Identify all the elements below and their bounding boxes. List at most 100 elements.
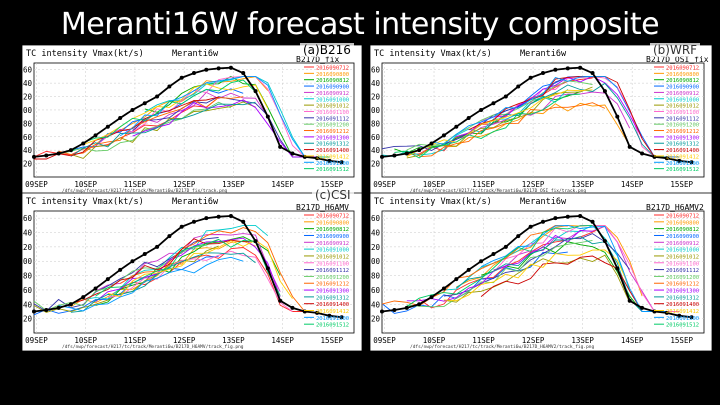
observed-point	[265, 114, 270, 119]
y-tick-label: 80	[23, 272, 33, 281]
legend-label: 2016090712	[666, 66, 699, 72]
legend-label: 2016091500	[316, 316, 349, 322]
observed-point	[404, 151, 409, 156]
forecast-series-line	[70, 101, 256, 157]
observed-point	[441, 286, 446, 291]
forecast-series-line	[70, 252, 256, 313]
legend-label: 2016091400	[666, 148, 699, 154]
legend-label: 2016090712	[666, 214, 699, 220]
observed-point	[602, 239, 607, 244]
observed-point	[380, 309, 384, 314]
observed-point	[56, 151, 61, 156]
legend-label: 2016091412	[316, 154, 349, 160]
observed-point	[590, 219, 595, 224]
legend-label: 2016091212	[316, 282, 349, 288]
observed-point	[578, 65, 583, 70]
observed-point	[689, 315, 694, 320]
observed-point	[664, 156, 669, 161]
observed-point	[454, 124, 459, 129]
observed-point	[404, 305, 409, 310]
x-tick-label: 13SEP	[222, 180, 245, 189]
y-tick-label: 80	[23, 119, 33, 128]
observed-point	[602, 89, 607, 94]
legend-label: 2016090812	[666, 78, 699, 84]
y-tick-label: 160	[366, 66, 380, 75]
x-tick-label: 13SEP	[571, 336, 594, 345]
forecast-series-line	[443, 254, 631, 303]
intensity-panel-1: TC intensity Vmax(kt/s) Meranti6w B217D_OS…	[366, 44, 713, 196]
x-tick-label: 10SEP	[74, 336, 97, 345]
forecast-series-line	[34, 96, 219, 160]
forecast-series-line	[70, 79, 256, 153]
observed-point	[32, 154, 36, 159]
observed-point	[565, 214, 570, 219]
observed-point	[417, 302, 422, 307]
legend-label: 2016091400	[316, 148, 349, 154]
panel-footer-path: /dfs/nwp/forecast/H217/tc/track/Meranti6…	[62, 188, 228, 194]
panel-background	[369, 192, 713, 352]
legend-label: 2016091512	[316, 323, 349, 329]
observed-point	[590, 71, 595, 76]
observed-point	[44, 153, 49, 158]
observed-point	[216, 66, 221, 71]
panel-background	[21, 44, 363, 196]
x-tick-label: 11SEP	[472, 336, 495, 345]
observed-point	[228, 65, 233, 70]
y-tick-label: 120	[366, 93, 380, 102]
y-tick-label: 100	[366, 257, 380, 266]
legend-label: 2016091312	[316, 142, 349, 148]
observed-point	[105, 124, 110, 129]
forecast-series-line	[419, 102, 606, 158]
observed-point	[553, 67, 558, 72]
y-tick-label: 120	[18, 93, 32, 102]
observed-point	[380, 154, 384, 159]
y-tick-label: 160	[18, 214, 32, 223]
observed-point	[253, 89, 258, 94]
x-tick-label: 11SEP	[472, 180, 495, 189]
observed-point	[528, 224, 533, 229]
storm-name: Meranti6w	[520, 49, 567, 59]
observed-point	[44, 308, 49, 313]
legend-label: 2016091300	[666, 135, 699, 141]
legend-label: 2016091512	[316, 167, 349, 173]
legend-label: 2016090912	[666, 241, 699, 247]
legend-label: 2016091412	[666, 309, 699, 315]
storm-name: Meranti6w	[520, 197, 567, 207]
x-tick-label: 14SEP	[271, 180, 294, 189]
legend-label: 2016091512	[666, 323, 699, 329]
observed-point	[278, 298, 283, 303]
legend-label: 2016090912	[666, 91, 699, 97]
legend-label: 2016091300	[316, 289, 349, 295]
observed-point	[528, 75, 533, 80]
observed-point	[179, 75, 184, 80]
y-tick-label: 60	[371, 133, 381, 142]
observed-point	[290, 151, 295, 156]
legend-label: 2016090800	[666, 220, 699, 226]
x-tick-label: 10SEP	[74, 180, 97, 189]
y-tick-label: 120	[18, 243, 32, 252]
observed-point	[204, 216, 209, 221]
legend-label: 2016091000	[666, 248, 699, 254]
y-tick-label: 20	[371, 160, 381, 169]
observed-point	[627, 298, 632, 303]
run-name: B217D_OSI_fix	[646, 55, 709, 64]
forecast-series-line	[480, 255, 667, 312]
panel-footer-path: /dfs/nwp/forecast/H217/tc/track/Meranti6…	[62, 344, 244, 350]
observed-point	[429, 141, 434, 146]
panel-footer-path: /dfs/nwp/forecast/H217/tc/track/Meranti6…	[410, 188, 586, 194]
x-tick-label: 13SEP	[222, 336, 245, 345]
intensity-panel-3: TC intensity Vmax(kt/s) Meranti6w B217D_H6…	[366, 192, 713, 352]
observed-point	[615, 266, 620, 271]
observed-point	[466, 115, 471, 120]
observed-point	[81, 295, 86, 300]
observed-point	[93, 133, 98, 138]
observed-point	[241, 219, 246, 224]
y-tick-label: 80	[371, 119, 381, 128]
forecast-series-line	[443, 249, 631, 302]
forecast-series-line	[46, 101, 232, 156]
observed-point	[479, 107, 484, 112]
observed-point	[130, 259, 135, 264]
legend-label: 2016090900	[316, 234, 349, 240]
y-tick-label: 100	[366, 106, 380, 115]
panel-title: TC intensity Vmax(kt/s)	[374, 49, 492, 59]
